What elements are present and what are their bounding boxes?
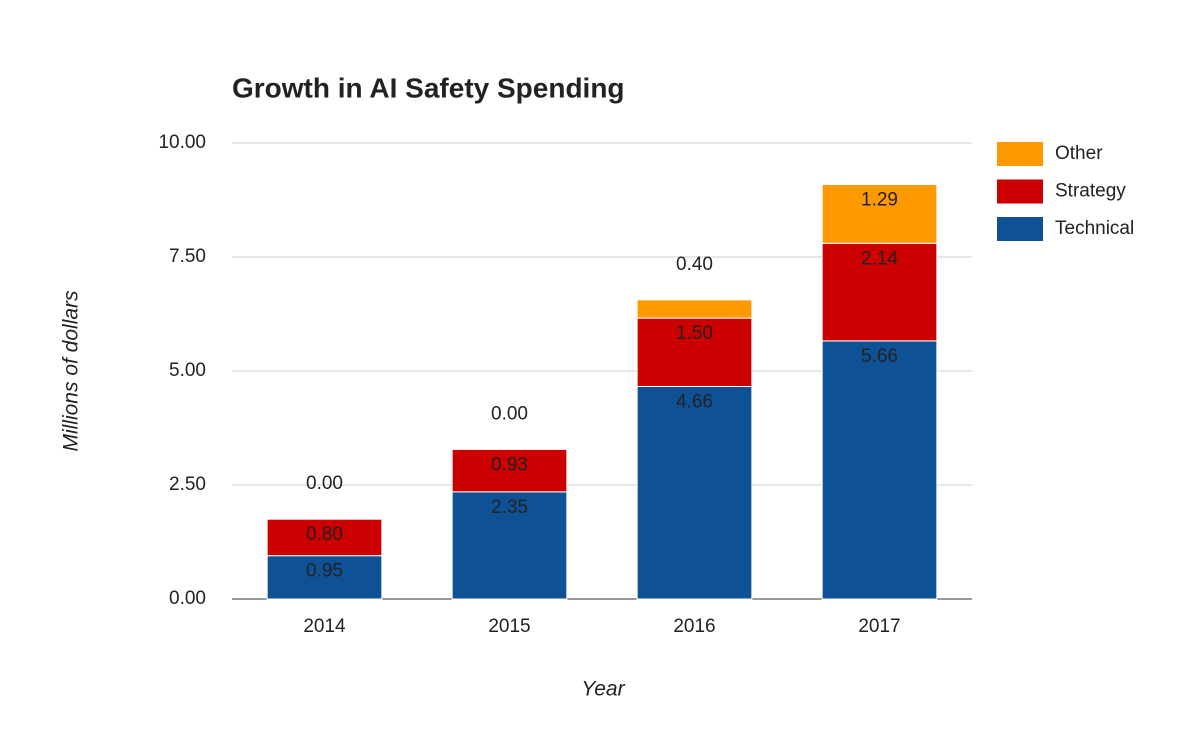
value-label: 5.66 xyxy=(861,346,898,367)
y-tick-label: 0.00 xyxy=(169,588,206,609)
value-label: 0.00 xyxy=(306,473,343,494)
bar-segment xyxy=(636,386,753,600)
bar-segment xyxy=(266,518,383,557)
bar-segment xyxy=(266,555,383,600)
value-label: 1.29 xyxy=(861,190,898,211)
value-label: 0.95 xyxy=(306,561,343,582)
legend-label: Technical xyxy=(1055,218,1134,239)
bar-segment xyxy=(821,183,938,244)
bar-segment xyxy=(451,448,568,493)
value-label: 2.14 xyxy=(861,248,898,269)
value-label: 4.66 xyxy=(676,392,713,413)
legend-label: Strategy xyxy=(1055,181,1126,202)
legend-label: Other xyxy=(1055,143,1103,164)
value-label: 1.50 xyxy=(676,323,713,344)
x-tick-label: 2016 xyxy=(673,616,715,637)
y-tick-label: 7.50 xyxy=(169,246,206,267)
y-tick-label: 2.50 xyxy=(169,474,206,495)
value-label: 0.40 xyxy=(676,254,713,275)
chart-title: Growth in AI Safety Spending xyxy=(232,72,625,103)
value-label: 0.80 xyxy=(306,524,343,545)
bar-segment xyxy=(636,299,753,319)
y-tick-label: 5.00 xyxy=(169,360,206,381)
legend-swatch xyxy=(997,142,1043,166)
x-tick-label: 2014 xyxy=(303,616,346,637)
x-axis-label: Year xyxy=(581,678,625,701)
x-tick-label: 2017 xyxy=(858,616,900,637)
x-tick-label: 2015 xyxy=(488,616,530,637)
legend-swatch xyxy=(997,179,1043,204)
value-label: 0.00 xyxy=(491,403,528,424)
y-axis-label: Millions of dollars xyxy=(60,290,83,452)
value-label: 2.35 xyxy=(491,497,528,518)
value-label: 0.93 xyxy=(491,454,528,475)
bar-segment xyxy=(821,340,938,600)
legend-swatch xyxy=(997,217,1043,241)
y-tick-label: 10.00 xyxy=(158,132,206,153)
